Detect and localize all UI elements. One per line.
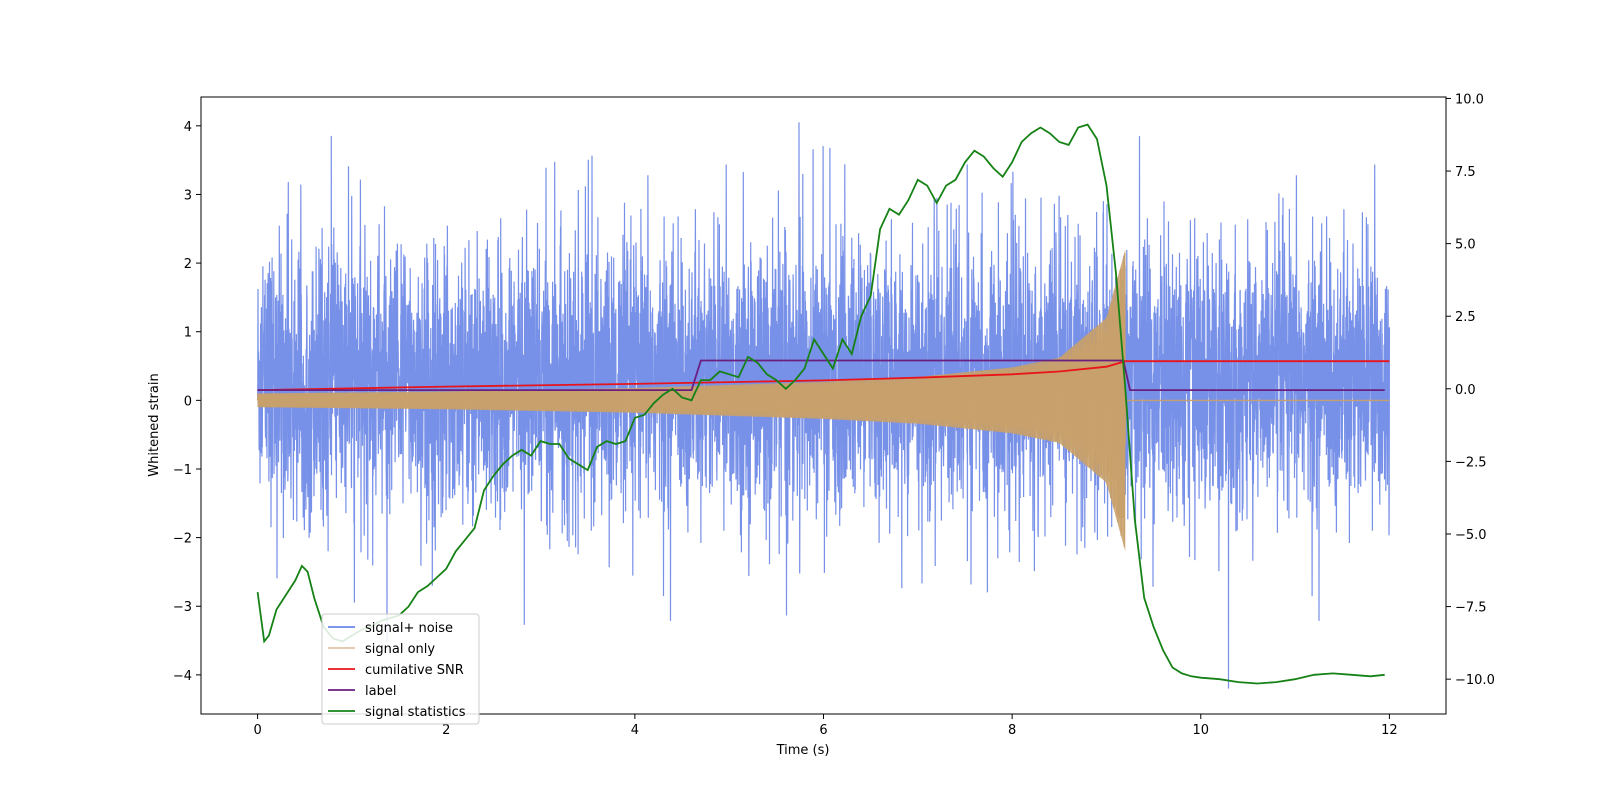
legend-box — [321, 613, 480, 725]
y2-tick-label: −5.0 — [1455, 528, 1487, 543]
legend-label: signal+ noise — [365, 621, 453, 636]
series-signal-statistics-line — [256, 123, 1385, 685]
y2-tick-label: −7.5 — [1455, 601, 1487, 616]
plot-area — [256, 122, 1390, 689]
y-axis-label: Whitened strain — [147, 373, 162, 476]
y-tick-label: −2 — [173, 532, 192, 547]
y-tick-label: 0 — [184, 394, 192, 409]
legend-label: cumilative SNR — [365, 663, 464, 678]
x-tick-label: 6 — [819, 723, 827, 738]
y2-tick-label: 7.5 — [1455, 165, 1476, 180]
legend-label: label — [365, 684, 396, 699]
y-tick-label: −1 — [173, 463, 192, 478]
x-tick-label: 0 — [253, 723, 261, 738]
y2-tick-label: 0.0 — [1455, 383, 1476, 398]
x-axis-label: Time (s) — [776, 743, 830, 758]
legend: signal+ noise signal only cumilative SNR la… — [321, 613, 480, 725]
y-tick-label: −4 — [173, 669, 192, 684]
legend-label: signal only — [365, 642, 435, 657]
y-tick-label: 4 — [184, 120, 192, 135]
y-tick-label: 1 — [184, 326, 192, 341]
y2-tick-label: −10.0 — [1455, 673, 1495, 688]
y2-tick-label: −2.5 — [1455, 455, 1487, 470]
y2-tick-label: 10.0 — [1455, 92, 1484, 107]
x-tick-label: 8 — [1008, 723, 1016, 738]
y-tick-label: 3 — [184, 188, 192, 203]
axes: 0 2 4 6 8 10 12−4−3−2−101234−10.0−7.5−5.0−2.50… — [173, 92, 1495, 738]
y2-tick-label: 2.5 — [1455, 310, 1476, 325]
y2-tick-label: 5.0 — [1455, 238, 1476, 253]
series-cumulative-snr-line — [257, 360, 1390, 391]
series-label-line — [257, 359, 1385, 391]
x-tick-label: 4 — [631, 723, 639, 738]
y-tick-label: 2 — [184, 257, 192, 272]
x-tick-label: 10 — [1192, 723, 1209, 738]
x-tick-label: 2 — [442, 723, 450, 738]
legend-label: signal statistics — [365, 705, 466, 720]
y-tick-label: −3 — [173, 600, 192, 615]
x-tick-label: 12 — [1381, 723, 1398, 738]
